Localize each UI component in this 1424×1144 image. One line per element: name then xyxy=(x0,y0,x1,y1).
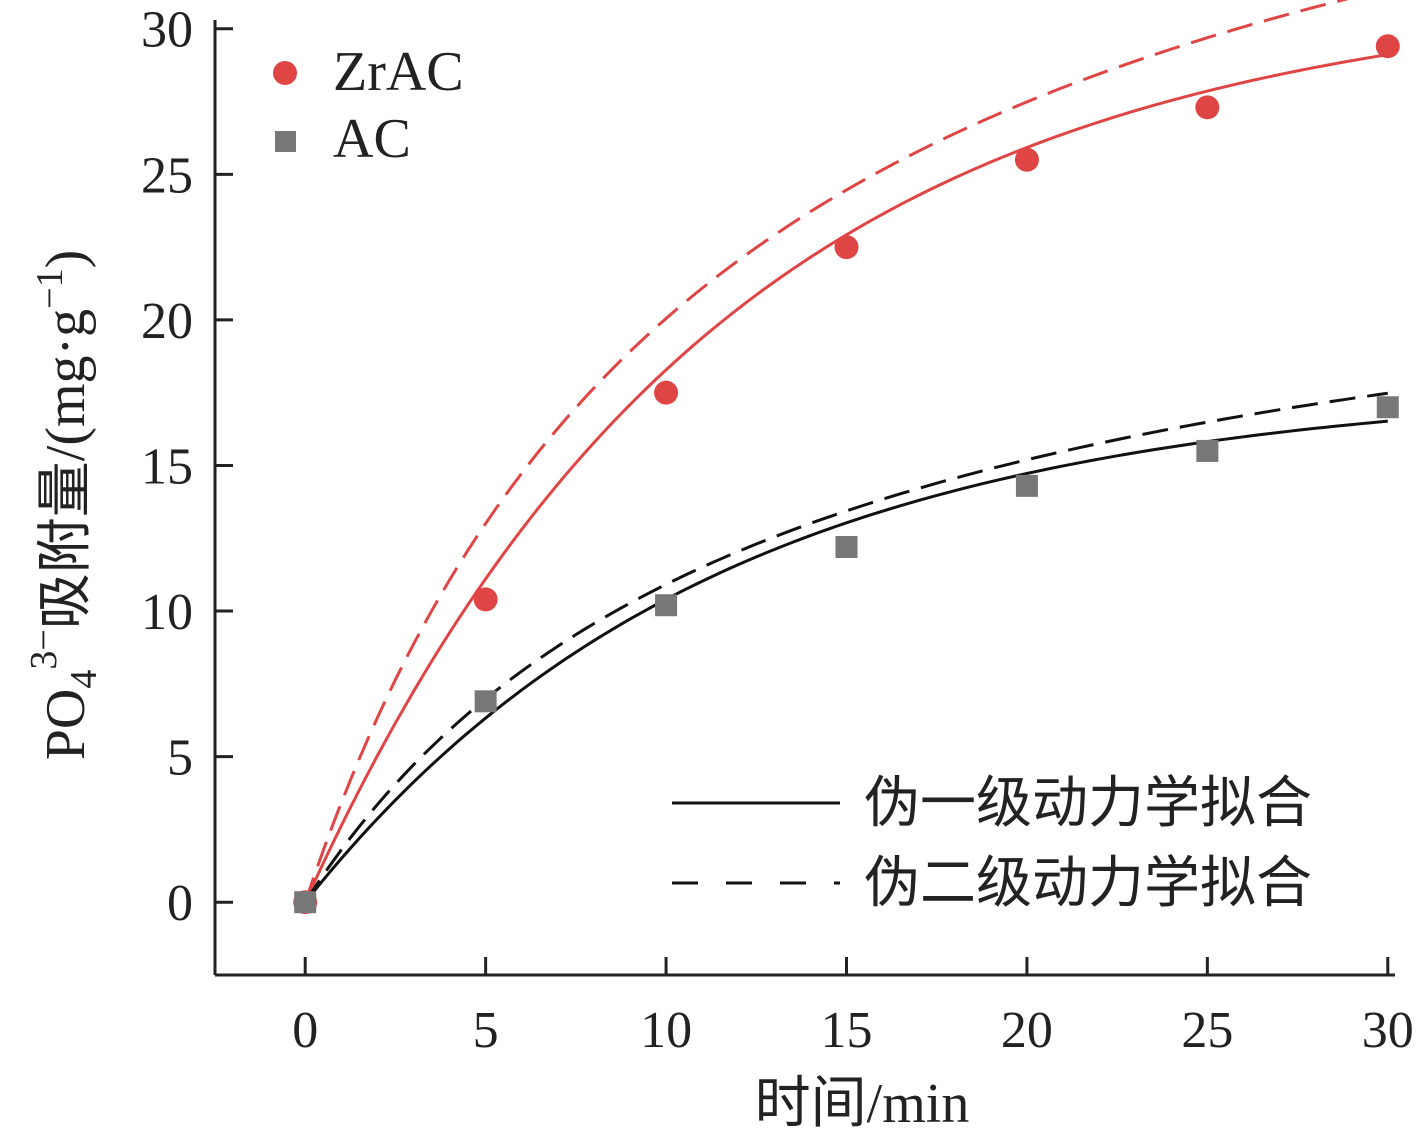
data-point-zrac xyxy=(473,587,498,612)
y-tick-label: 20 xyxy=(141,293,193,350)
data-point-zrac xyxy=(1014,147,1039,172)
y-title-sup2: −1 xyxy=(29,268,71,308)
data-point-zrac xyxy=(654,380,679,405)
y-title-rest: 吸附量/(mg·g xyxy=(35,309,97,629)
axes xyxy=(213,20,1395,977)
data-point-ac xyxy=(1015,474,1038,497)
x-tick-label: 30 xyxy=(1362,1002,1414,1059)
x-tick-label: 5 xyxy=(473,1002,499,1059)
legend-series: ZrAC AC xyxy=(273,41,464,170)
data-point-ac xyxy=(474,690,497,713)
data-point-ac xyxy=(294,891,317,914)
data-point-zrac xyxy=(1375,34,1400,59)
legend-zrac-label: ZrAC xyxy=(333,41,464,103)
y-tick-label: 15 xyxy=(141,438,193,495)
pso-fit-line-zrac xyxy=(303,0,1349,903)
y-title-sub: 4 xyxy=(63,670,105,689)
x-tick-label: 20 xyxy=(1001,1002,1053,1059)
x-tick-label: 0 xyxy=(292,1002,318,1059)
x-tick-label: 25 xyxy=(1181,1002,1233,1059)
data-point-ac xyxy=(1376,396,1399,419)
y-axis-title: PO43−吸附量/(mg·g−1) xyxy=(23,250,105,761)
data-markers xyxy=(293,34,1400,915)
legend-ac-marker xyxy=(275,131,296,152)
data-point-zrac xyxy=(834,235,859,260)
y-tick-label: 10 xyxy=(141,584,193,641)
y-title-sup: 3− xyxy=(23,629,65,669)
legend-fits: 伪一级动力学拟合 伪二级动力学拟合 xyxy=(672,773,1312,915)
legend-dashed-label: 伪二级动力学拟合 xyxy=(864,853,1312,915)
x-ticks: 0 5 10 15 20 25 30 xyxy=(292,957,1414,1059)
data-point-ac xyxy=(1196,439,1219,462)
data-point-zrac xyxy=(1195,95,1220,120)
legend-ac-label: AC xyxy=(333,108,411,170)
y-tick-label: 30 xyxy=(141,2,193,59)
y-tick-label: 25 xyxy=(141,147,193,204)
y-tick-label: 5 xyxy=(167,730,193,787)
data-point-ac xyxy=(835,535,858,558)
y-title-main: PO xyxy=(35,689,97,761)
legend-solid-label: 伪一级动力学拟合 xyxy=(864,773,1312,835)
fit-lines xyxy=(303,0,1389,904)
pfo-fit-line-zrac xyxy=(303,53,1389,903)
legend-zrac-marker xyxy=(273,61,297,85)
y-tick-label: 0 xyxy=(167,875,193,932)
x-tick-label: 15 xyxy=(820,1002,872,1059)
y-ticks: 0 5 10 15 20 25 30 xyxy=(141,2,233,932)
x-tick-label: 10 xyxy=(640,1002,692,1059)
data-point-ac xyxy=(655,594,678,617)
y-title-end: ) xyxy=(35,250,97,269)
x-axis-title: 时间/min xyxy=(755,1073,970,1135)
